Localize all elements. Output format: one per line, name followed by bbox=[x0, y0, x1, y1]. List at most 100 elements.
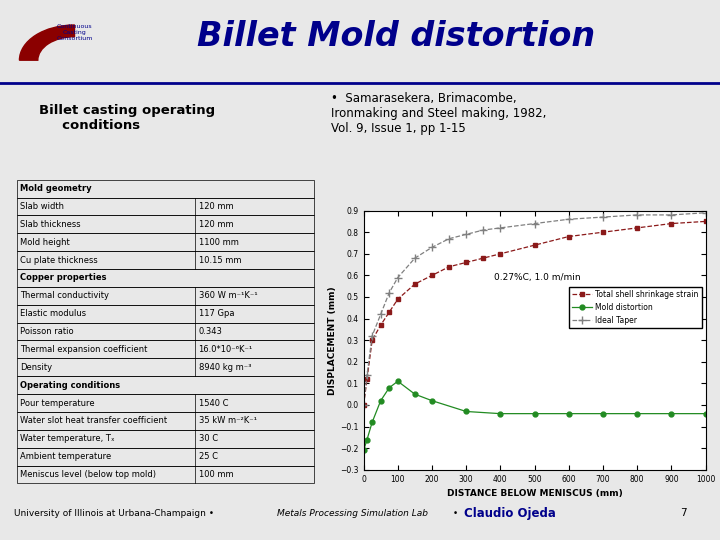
Bar bbox=[17, 180, 315, 198]
Total shell shrinkage strain bbox=[363, 376, 372, 382]
Text: •  Samarasekera, Brimacombe,
Ironmaking and Steel making, 1982,
Vol. 9, Issue 1,: • Samarasekera, Brimacombe, Ironmaking a… bbox=[331, 92, 547, 136]
Text: 1100 mm: 1100 mm bbox=[199, 238, 238, 247]
Bar bbox=[17, 465, 315, 483]
Text: Mold height: Mold height bbox=[20, 238, 70, 247]
Ideal Taper bbox=[564, 216, 573, 222]
Text: Ambient temperature: Ambient temperature bbox=[20, 452, 111, 461]
Bar bbox=[17, 412, 315, 430]
Total shell shrinkage strain bbox=[479, 255, 487, 261]
Text: Poisson ratio: Poisson ratio bbox=[20, 327, 73, 336]
Total shell shrinkage strain bbox=[667, 220, 676, 227]
Ideal Taper bbox=[701, 210, 710, 216]
Text: Elastic modulus: Elastic modulus bbox=[20, 309, 86, 318]
Total shell shrinkage strain bbox=[393, 296, 402, 302]
Mold distortion bbox=[428, 397, 436, 404]
Text: Billet Mold distortion: Billet Mold distortion bbox=[197, 20, 595, 53]
Line: Mold distortion: Mold distortion bbox=[361, 379, 708, 453]
Ideal Taper bbox=[428, 244, 436, 251]
Ideal Taper bbox=[410, 255, 419, 261]
Text: Pour temperature: Pour temperature bbox=[20, 399, 94, 408]
Bar bbox=[17, 269, 315, 287]
Text: 120 mm: 120 mm bbox=[199, 220, 233, 229]
Bar bbox=[17, 287, 315, 305]
Text: 0.343: 0.343 bbox=[199, 327, 222, 336]
Line: Ideal Taper: Ideal Taper bbox=[360, 209, 709, 409]
Total shell shrinkage strain bbox=[564, 233, 573, 240]
Mold distortion bbox=[599, 410, 608, 417]
Wedge shape bbox=[19, 25, 75, 60]
Bar bbox=[17, 233, 315, 251]
Bar bbox=[17, 305, 315, 322]
Total shell shrinkage strain bbox=[428, 272, 436, 279]
Mold distortion bbox=[385, 384, 394, 391]
Bar bbox=[17, 322, 315, 341]
Text: 10.15 mm: 10.15 mm bbox=[199, 255, 241, 265]
Text: Thermal expansion coefficient: Thermal expansion coefficient bbox=[20, 345, 148, 354]
Mold distortion bbox=[633, 410, 642, 417]
Total shell shrinkage strain bbox=[496, 251, 505, 257]
Legend: Total shell shrinkage strain, Mold distortion, Ideal Taper: Total shell shrinkage strain, Mold disto… bbox=[570, 287, 702, 328]
Text: 1540 C: 1540 C bbox=[199, 399, 228, 408]
Bar bbox=[17, 341, 315, 359]
Line: Total shell shrinkage strain: Total shell shrinkage strain bbox=[361, 219, 708, 408]
Text: Metals Processing Simulation Lab: Metals Processing Simulation Lab bbox=[277, 509, 428, 518]
Total shell shrinkage strain bbox=[599, 229, 608, 235]
Total shell shrinkage strain bbox=[530, 242, 539, 248]
Text: 0.27%C, 1.0 m/min: 0.27%C, 1.0 m/min bbox=[494, 273, 580, 282]
Ideal Taper bbox=[633, 212, 642, 218]
Ideal Taper bbox=[368, 333, 377, 339]
Ideal Taper bbox=[377, 311, 385, 318]
Text: 30 C: 30 C bbox=[199, 434, 217, 443]
Ideal Taper bbox=[393, 274, 402, 281]
Text: Claudio Ojeda: Claudio Ojeda bbox=[464, 507, 557, 520]
Text: Density: Density bbox=[20, 363, 52, 372]
Y-axis label: DISPLACEMENT (mm): DISPLACEMENT (mm) bbox=[328, 286, 338, 395]
Ideal Taper bbox=[496, 225, 505, 231]
Total shell shrinkage strain bbox=[377, 322, 385, 328]
Bar bbox=[17, 376, 315, 394]
Total shell shrinkage strain bbox=[368, 337, 377, 343]
Text: Mold geometry: Mold geometry bbox=[20, 184, 91, 193]
Ideal Taper bbox=[479, 227, 487, 233]
Text: 120 mm: 120 mm bbox=[199, 202, 233, 211]
Bar bbox=[17, 251, 315, 269]
Ideal Taper bbox=[385, 289, 394, 296]
Text: Slab width: Slab width bbox=[20, 202, 64, 211]
Mold distortion bbox=[701, 410, 710, 417]
Mold distortion bbox=[530, 410, 539, 417]
Mold distortion bbox=[368, 419, 377, 426]
Total shell shrinkage strain bbox=[462, 259, 471, 266]
Text: Water slot heat transfer coefficient: Water slot heat transfer coefficient bbox=[20, 416, 167, 426]
Mold distortion bbox=[363, 436, 372, 443]
Ideal Taper bbox=[530, 220, 539, 227]
Mold distortion bbox=[393, 378, 402, 384]
Text: Water temperature, Tₓ: Water temperature, Tₓ bbox=[20, 434, 114, 443]
Mold distortion bbox=[667, 410, 676, 417]
Ideal Taper bbox=[667, 212, 676, 218]
Ideal Taper bbox=[599, 214, 608, 220]
Bar bbox=[17, 198, 315, 215]
Text: 25 C: 25 C bbox=[199, 452, 217, 461]
Mold distortion bbox=[359, 447, 368, 454]
Text: Thermal conductivity: Thermal conductivity bbox=[20, 292, 109, 300]
Text: 360 W m⁻¹K⁻¹: 360 W m⁻¹K⁻¹ bbox=[199, 292, 257, 300]
Text: Copper properties: Copper properties bbox=[20, 273, 107, 282]
Text: •: • bbox=[450, 509, 461, 518]
Text: University of Illinois at Urbana-Champaign •: University of Illinois at Urbana-Champai… bbox=[14, 509, 217, 518]
Ideal Taper bbox=[359, 402, 368, 408]
Ideal Taper bbox=[363, 372, 372, 378]
Total shell shrinkage strain bbox=[701, 218, 710, 225]
Text: 8940 kg m⁻³: 8940 kg m⁻³ bbox=[199, 363, 251, 372]
Text: 100 mm: 100 mm bbox=[199, 470, 233, 479]
Text: Cu plate thickness: Cu plate thickness bbox=[20, 255, 98, 265]
Ideal Taper bbox=[462, 231, 471, 238]
Text: Billet casting operating
     conditions: Billet casting operating conditions bbox=[39, 104, 215, 132]
Mold distortion bbox=[496, 410, 505, 417]
Ideal Taper bbox=[445, 235, 454, 242]
Text: 7: 7 bbox=[680, 508, 687, 518]
Bar bbox=[17, 215, 315, 233]
Mold distortion bbox=[564, 410, 573, 417]
Text: Meniscus level (below top mold): Meniscus level (below top mold) bbox=[20, 470, 156, 479]
Bar bbox=[17, 448, 315, 465]
Bar bbox=[17, 430, 315, 448]
